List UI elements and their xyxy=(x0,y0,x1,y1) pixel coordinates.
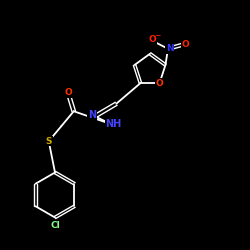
Text: Cl: Cl xyxy=(50,221,60,230)
Text: N: N xyxy=(88,110,96,120)
Text: O: O xyxy=(65,88,72,97)
Text: S: S xyxy=(46,137,52,146)
Text: −: − xyxy=(154,31,161,40)
Text: N: N xyxy=(166,44,174,53)
Text: NH: NH xyxy=(106,119,122,129)
Text: O: O xyxy=(156,79,164,88)
Text: O: O xyxy=(148,35,156,44)
Text: O: O xyxy=(182,40,190,50)
